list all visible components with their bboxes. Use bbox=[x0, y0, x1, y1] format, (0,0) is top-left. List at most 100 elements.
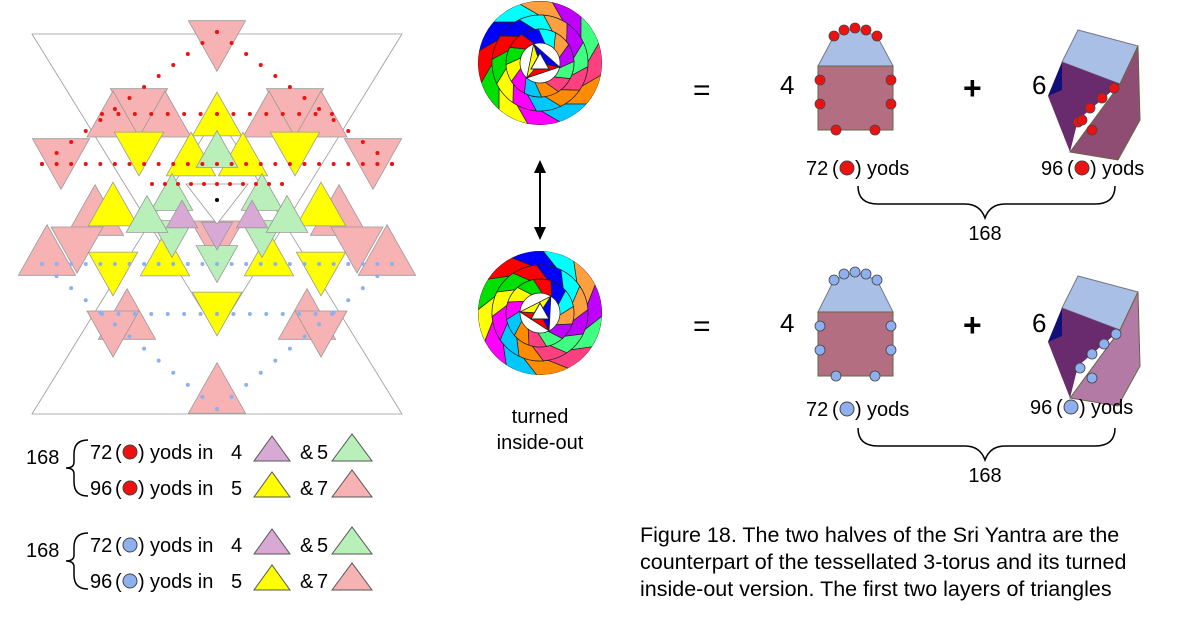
green-triangle bbox=[125, 194, 169, 233]
yod-dot bbox=[198, 312, 203, 316]
pink-triangle bbox=[357, 223, 417, 276]
bindu-dot bbox=[215, 198, 219, 202]
yod-dot bbox=[156, 74, 161, 78]
left-count-label: 72 bbox=[806, 399, 828, 421]
left-word: yods bbox=[867, 158, 909, 180]
count-right: 6 bbox=[1032, 308, 1046, 338]
yod-dot bbox=[112, 107, 117, 111]
yod-dot bbox=[228, 182, 232, 186]
green-triangle bbox=[150, 172, 194, 211]
yod-dot bbox=[814, 344, 826, 356]
paren: ( bbox=[832, 158, 839, 180]
yod-dot bbox=[215, 182, 219, 186]
blue-yod-icon bbox=[122, 537, 138, 553]
legend-word: yods in bbox=[150, 478, 213, 500]
paren: ) bbox=[1079, 397, 1086, 419]
legend-n1: 5 bbox=[231, 571, 242, 593]
yod-dot bbox=[229, 41, 234, 45]
yod-dot bbox=[287, 85, 292, 89]
yod-dot bbox=[171, 162, 176, 166]
green-triangle-icon bbox=[331, 526, 373, 555]
pink-triangle bbox=[294, 310, 348, 358]
yod-dot bbox=[885, 74, 897, 86]
yod-dot bbox=[69, 262, 74, 266]
yod-dot bbox=[215, 407, 219, 411]
yod-dot bbox=[231, 112, 236, 116]
yod-dot bbox=[231, 312, 236, 316]
yod-dot bbox=[156, 162, 161, 166]
yod-dot bbox=[1076, 114, 1088, 126]
yod-dot bbox=[814, 320, 826, 332]
legend-paren: ) bbox=[138, 535, 145, 557]
yellow-triangle bbox=[269, 131, 321, 177]
legend-word: yods in bbox=[150, 571, 213, 593]
yod-dot bbox=[185, 262, 190, 266]
yod-dot bbox=[215, 112, 219, 116]
yod-dot bbox=[200, 394, 205, 399]
yod-dot bbox=[849, 266, 861, 278]
yod-dot bbox=[200, 41, 205, 45]
legend: 168 72 ( ) yods in 4 & 5 96 ( ) yods in … bbox=[26, 433, 373, 593]
legend-n2: 5 bbox=[317, 535, 328, 557]
yod-dot bbox=[302, 262, 307, 266]
yod-dot bbox=[885, 320, 897, 332]
lilac-triangle bbox=[165, 199, 199, 229]
yod-dot bbox=[297, 112, 302, 116]
yod-dot bbox=[360, 140, 365, 144]
yod-dot bbox=[142, 162, 147, 166]
lilac-triangle-icon bbox=[253, 528, 291, 555]
yod-dot bbox=[244, 162, 249, 166]
legend-n1: 4 bbox=[231, 535, 242, 557]
yod-dot bbox=[360, 262, 365, 266]
pink-triangle bbox=[187, 361, 247, 414]
yod-dot bbox=[198, 112, 203, 116]
yod-dot bbox=[171, 63, 176, 67]
pink-triangle-icon bbox=[331, 469, 373, 498]
yellow-triangle-icon bbox=[253, 564, 291, 591]
legend-paren: ) bbox=[138, 442, 145, 464]
legend-word: yods in bbox=[150, 442, 213, 464]
central-triangle bbox=[185, 183, 249, 225]
legend-total: 168 bbox=[26, 447, 59, 469]
right-count-label: 96 bbox=[1041, 158, 1063, 180]
red-yod-icon bbox=[839, 160, 855, 176]
yod-dot bbox=[142, 346, 147, 351]
yod-dot bbox=[302, 96, 307, 100]
yod-dot bbox=[150, 182, 154, 186]
legend-amp: & bbox=[300, 478, 314, 500]
yod-dot bbox=[390, 262, 394, 266]
green-triangle bbox=[265, 194, 309, 233]
yod-dot bbox=[132, 312, 137, 316]
yod-dot bbox=[112, 162, 117, 166]
red-yod-icon bbox=[1074, 160, 1090, 176]
yod-dot bbox=[142, 85, 147, 89]
yod-dot bbox=[1086, 372, 1098, 384]
yod-dot bbox=[100, 312, 104, 316]
yod-dot bbox=[254, 182, 258, 186]
yod-dot bbox=[171, 262, 176, 266]
blue-yod-icon bbox=[1063, 399, 1079, 415]
yod-dot bbox=[828, 274, 840, 286]
yod-dot bbox=[375, 162, 380, 166]
yod-dot bbox=[869, 370, 881, 382]
yod-dot bbox=[273, 358, 278, 363]
red-yod-icon bbox=[122, 444, 138, 460]
right-word: yods bbox=[1091, 397, 1133, 419]
sum-total: 168 bbox=[968, 465, 1001, 487]
yod-dot bbox=[142, 262, 147, 266]
yod-dot bbox=[317, 262, 322, 266]
sum-total: 168 bbox=[968, 223, 1001, 245]
yod-dot bbox=[860, 268, 872, 280]
plus-sign: + bbox=[963, 307, 982, 343]
legend-brace bbox=[65, 532, 89, 590]
legend-paren: ( bbox=[115, 535, 122, 557]
legend-count: 96 bbox=[90, 478, 112, 500]
pink-triangle bbox=[187, 20, 247, 73]
green-triangle bbox=[195, 129, 239, 168]
yod-dot bbox=[360, 286, 365, 291]
equations: = 4 + 6 72 ( ) yods 96 ( ) bbox=[693, 22, 1144, 487]
legend-brace bbox=[65, 439, 89, 497]
legend-amp: & bbox=[300, 571, 314, 593]
yod-dot bbox=[885, 98, 897, 110]
